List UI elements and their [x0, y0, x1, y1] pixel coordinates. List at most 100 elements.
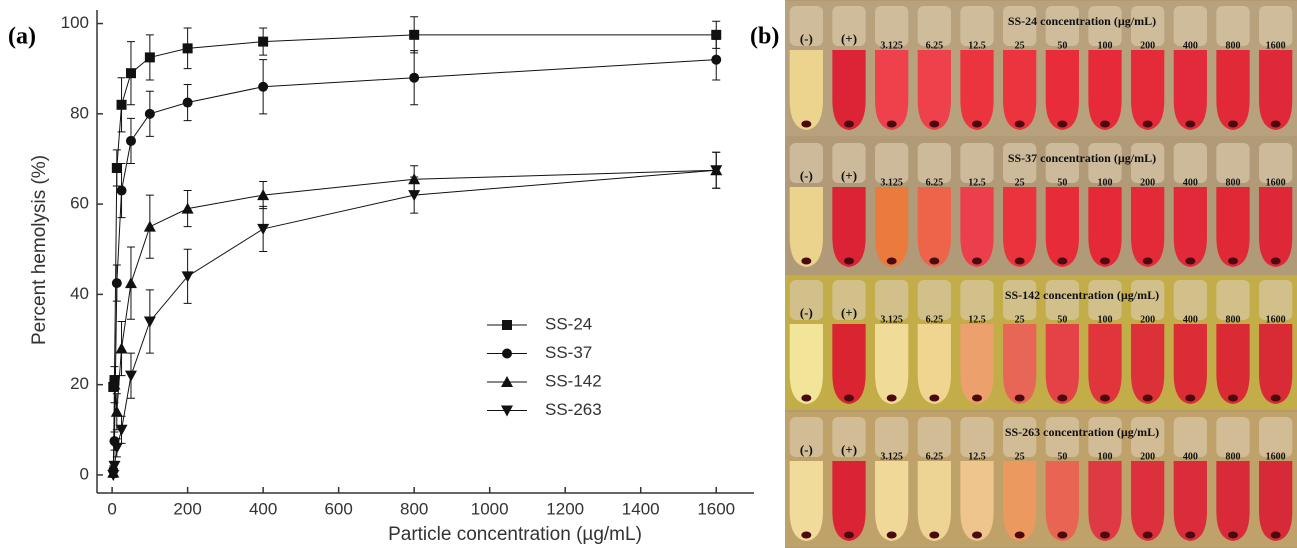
tube-label: 3.125 [880, 40, 903, 51]
marker [115, 424, 128, 436]
marker [257, 189, 270, 201]
tube [789, 324, 823, 404]
tube-cap [1173, 143, 1207, 183]
tube-label: 400 [1183, 40, 1198, 51]
pellet [1100, 531, 1110, 539]
row-title: SS-142 concentration (µg/mL) [1005, 288, 1159, 302]
tube [917, 50, 951, 130]
tube-label: 25 [1015, 314, 1025, 325]
tube [1259, 50, 1293, 130]
panel-label: (a) [8, 24, 36, 50]
pellet [1014, 257, 1025, 265]
pellet [886, 120, 897, 128]
marker [144, 108, 155, 119]
tube-cap [875, 6, 909, 46]
tube-cap [1131, 143, 1165, 183]
tube [1003, 50, 1037, 130]
marker [144, 52, 155, 63]
marker [409, 29, 420, 40]
pellet [1100, 257, 1110, 265]
tube [1259, 324, 1293, 404]
photo-panel-label: (b) [750, 24, 779, 50]
pellet [1270, 394, 1281, 402]
y-tick-label: 20 [70, 374, 89, 393]
tube [1003, 461, 1037, 541]
tube-cap [1259, 143, 1293, 183]
tube [1259, 461, 1293, 541]
pellet [886, 394, 897, 402]
tube-cap [1088, 143, 1122, 183]
tube [1173, 461, 1207, 541]
tube-cap [1045, 417, 1079, 457]
tube-cap [789, 143, 823, 183]
pellet [972, 120, 982, 128]
row-title: SS-37 concentration (µg/mL) [1008, 151, 1156, 165]
x-tick-label: 1200 [546, 499, 584, 518]
marker [124, 370, 137, 382]
tube-cap [1173, 280, 1207, 320]
pellet [844, 394, 854, 402]
x-tick-label: 800 [400, 499, 428, 518]
y-tick-label: 40 [70, 284, 89, 303]
pellet [1014, 120, 1025, 128]
series-line [112, 169, 717, 473]
tube-cap [832, 280, 866, 320]
tube-label: 50 [1057, 177, 1067, 188]
tube [1045, 461, 1079, 541]
tube [960, 50, 994, 130]
pellet [1057, 120, 1068, 128]
tube-label: 400 [1183, 177, 1198, 188]
tube-cap [960, 417, 994, 457]
pellet [801, 120, 812, 128]
tube-label: 25 [1015, 40, 1025, 51]
tube-label: 1600 [1266, 451, 1286, 462]
marker [182, 97, 193, 108]
tube [1216, 324, 1250, 404]
tube [875, 187, 909, 267]
tube-label: 200 [1140, 40, 1155, 51]
tube [1088, 187, 1122, 267]
tube-cap [789, 280, 823, 320]
x-axis-title: Particle concentration (µg/mL) [388, 524, 642, 545]
tube [917, 187, 951, 267]
tube-label: (-) [800, 442, 813, 457]
pellet [1142, 394, 1153, 402]
pellet [801, 394, 812, 402]
tube-label: 800 [1226, 451, 1241, 462]
tube-cap [1216, 417, 1250, 457]
marker [116, 99, 127, 110]
tube [1003, 187, 1037, 267]
tube-label: (-) [800, 305, 813, 320]
row-title: SS-24 concentration (µg/mL) [1008, 14, 1156, 28]
tube-cap [960, 6, 994, 46]
y-tick-label: 100 [61, 13, 89, 32]
marker [711, 29, 722, 40]
pellet [1228, 394, 1238, 402]
pellet [1142, 120, 1153, 128]
tube [960, 324, 994, 404]
tube [1131, 187, 1165, 267]
tube-label: 100 [1098, 451, 1113, 462]
tube-cap [917, 143, 951, 183]
legend-label: SS-142 [545, 371, 602, 390]
legend-marker [502, 320, 512, 330]
pellet [1057, 531, 1068, 539]
tube-label: (+) [841, 442, 857, 457]
tube-label: 800 [1226, 177, 1241, 188]
tube-label: 200 [1140, 451, 1155, 462]
tube-cap [917, 417, 951, 457]
tube-cap [1131, 417, 1165, 457]
tube-label: 800 [1226, 314, 1241, 325]
pellet [1270, 120, 1281, 128]
legend-label: SS-37 [545, 343, 592, 362]
pellet [1100, 394, 1110, 402]
tube-cap [1259, 417, 1293, 457]
tube-cap [875, 143, 909, 183]
tube-cap [1216, 6, 1250, 46]
tube [1045, 50, 1079, 130]
pellet [1057, 257, 1068, 265]
pellet [1270, 531, 1281, 539]
tube-cap [875, 417, 909, 457]
pellet [972, 257, 982, 265]
tube-label: 12.5 [968, 314, 986, 325]
